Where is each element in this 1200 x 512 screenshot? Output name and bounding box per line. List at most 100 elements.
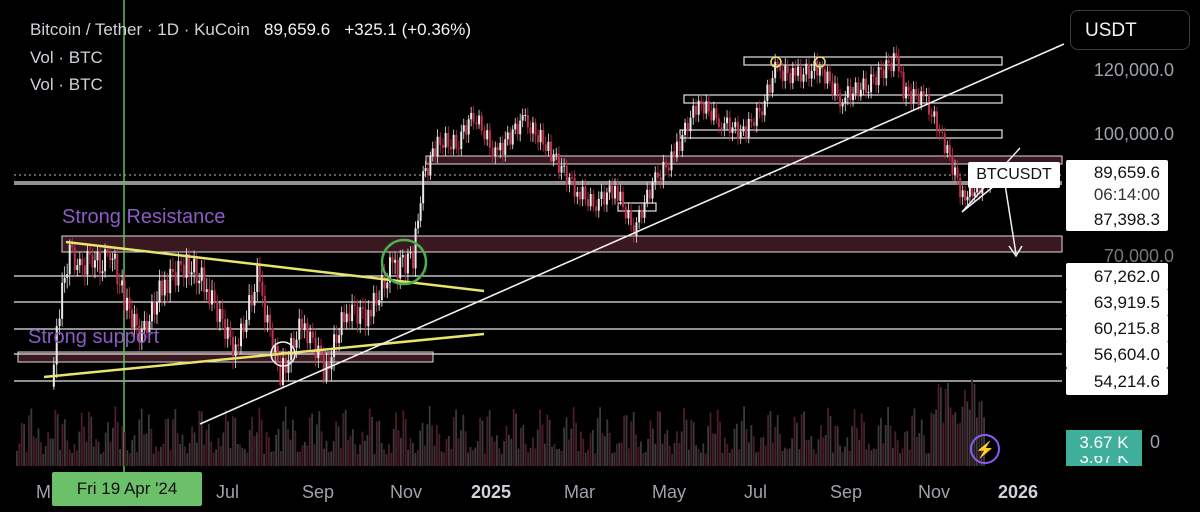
candle-body (890, 63, 893, 72)
volume-bar (258, 407, 261, 466)
trendlines (43, 43, 1065, 425)
candle-body (766, 84, 769, 101)
top-marker-1 (814, 56, 826, 68)
candle-body (705, 101, 708, 114)
volume-bar (815, 453, 817, 466)
candle-body (182, 264, 185, 278)
volume-bar (719, 421, 721, 466)
candle-body (872, 74, 875, 77)
volume-bar (784, 447, 786, 466)
volume-bar (798, 449, 801, 466)
volume-bar (736, 423, 738, 466)
volume-bar (520, 427, 522, 466)
candle-body (638, 209, 641, 223)
price-zones (17, 56, 1063, 363)
volume-bar (882, 443, 885, 466)
candle-body (256, 265, 259, 292)
lightning-bolt-icon[interactable]: ⚡ (970, 434, 1000, 464)
candle-body (750, 118, 753, 122)
volume-bar (260, 419, 263, 466)
candle-body (356, 305, 359, 324)
candle-body (394, 259, 397, 263)
volume-bar (196, 442, 198, 466)
volume-bar (772, 442, 774, 466)
currency-button[interactable]: USDT (1070, 10, 1190, 50)
volume-bar (73, 444, 76, 466)
volume-bar (373, 453, 376, 466)
candle-body (675, 141, 678, 158)
volume-bar (932, 414, 935, 466)
volume-bar (395, 412, 397, 466)
candle-body (557, 153, 560, 173)
volume-bar (738, 449, 741, 466)
x-tick-nov-2025: Nov (918, 482, 951, 502)
volume-indicator-label-2[interactable]: Vol · BTC (30, 75, 103, 94)
candle-body (113, 253, 116, 259)
volume-bar (800, 414, 803, 466)
volume-bar (296, 451, 299, 466)
candle-body (488, 130, 491, 148)
volume-bar (256, 432, 258, 466)
volume-bar (263, 453, 265, 466)
candle-body (651, 182, 654, 199)
candle-body (846, 86, 849, 98)
candle-body (153, 301, 156, 315)
volume-bar (769, 411, 772, 466)
candle-body (867, 92, 870, 94)
volume-bar (217, 437, 220, 466)
volume-bar (388, 443, 390, 466)
candle-body (68, 244, 71, 275)
volume-bar (443, 452, 445, 466)
candle-body (550, 141, 553, 162)
volume-bar (404, 419, 407, 466)
candle-body (55, 326, 58, 365)
volume-bar (896, 440, 899, 466)
candle-body (941, 132, 944, 134)
volume-bar (716, 409, 719, 466)
candle-body (71, 244, 74, 248)
candle-body (710, 111, 713, 121)
volume-bar (668, 445, 671, 466)
volume-bar (757, 451, 760, 466)
y-tick-120000: 120,000.0 (1093, 60, 1174, 80)
volume-bar (652, 428, 654, 466)
candle-body (364, 308, 367, 327)
volume-indicator-label[interactable]: Vol · BTC (30, 48, 103, 67)
volume-bar (330, 451, 333, 466)
candle-body (573, 177, 576, 197)
volume-bar (928, 453, 930, 466)
candle-body (491, 147, 494, 157)
volume-bar (479, 417, 481, 466)
volume-value-tag: 3.67 K (1066, 430, 1142, 456)
candle-body (836, 83, 839, 94)
volume-bar (529, 447, 532, 466)
candle-body (478, 115, 481, 125)
candle-body (406, 253, 409, 274)
candle-body (81, 258, 84, 266)
volume-bar (152, 453, 155, 466)
volume-bar (376, 421, 378, 466)
volume-bar (846, 437, 849, 466)
volume-bar (311, 413, 313, 466)
volume-bar (71, 453, 73, 466)
volume-bar (750, 425, 753, 466)
volume-bar (947, 382, 949, 466)
volume-bar (409, 438, 412, 466)
volume-bar (812, 449, 815, 466)
volume-bar (565, 417, 568, 466)
volume-bar (428, 406, 431, 466)
volume-bar (695, 445, 697, 466)
candle-body (763, 100, 766, 116)
volume-bar (126, 450, 129, 466)
volume-bar (541, 424, 544, 466)
volume-bar (755, 452, 757, 466)
candle-body (200, 267, 203, 281)
volume-bar (488, 410, 491, 466)
volume-bar (224, 410, 227, 466)
volume-bar (714, 433, 717, 466)
candle-body (895, 53, 898, 57)
volume-bar (385, 453, 388, 466)
candle-body (877, 67, 880, 86)
candle-body (314, 337, 317, 359)
